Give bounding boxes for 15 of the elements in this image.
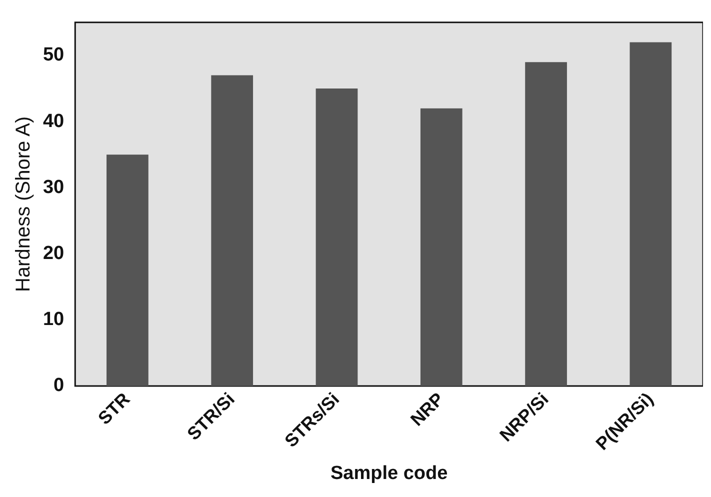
bar bbox=[316, 88, 358, 386]
bar bbox=[630, 42, 672, 386]
bar bbox=[211, 75, 254, 386]
y-tick-label: 10 bbox=[42, 309, 64, 330]
bar bbox=[106, 154, 148, 386]
bar bbox=[420, 108, 462, 386]
y-tick-label: 30 bbox=[42, 176, 64, 198]
y-tick-label: 0 bbox=[54, 375, 64, 396]
x-axis-title: Sample code bbox=[330, 462, 448, 484]
bar bbox=[525, 62, 567, 386]
y-axis-title: Hardness (Shore A) bbox=[12, 116, 35, 292]
y-tick-label: 40 bbox=[42, 110, 64, 132]
y-tick-label: 50 bbox=[42, 44, 64, 66]
x-tick-label: STR bbox=[94, 388, 134, 428]
y-tick-label: 20 bbox=[42, 243, 64, 264]
